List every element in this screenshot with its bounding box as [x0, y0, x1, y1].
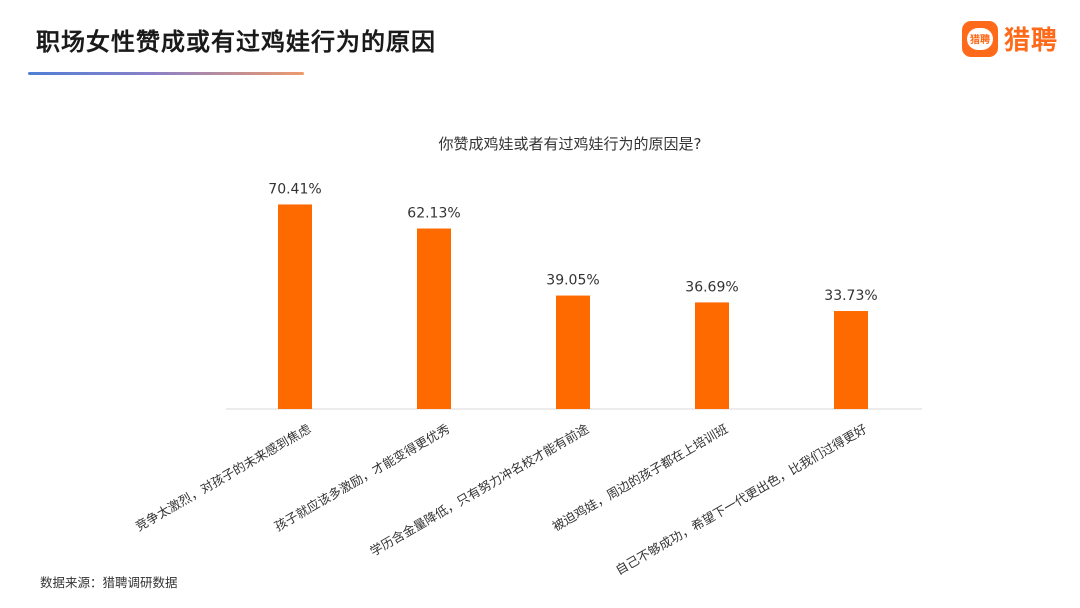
logo-icon-text: 猎聘 [966, 27, 993, 50]
data-label-1: 70.41% [268, 181, 321, 197]
brand-logo: 猎聘 猎聘 [961, 20, 1058, 57]
bar-5 [834, 311, 868, 409]
data-label-4: 36.69% [685, 279, 738, 295]
logo-icon: 猎聘 [961, 20, 998, 57]
logo-text: 猎聘 [1003, 26, 1058, 56]
bar-3 [556, 295, 590, 409]
category-label-5: 自己不够成功，希望下一代更出色，比我们过得更好 [613, 421, 869, 578]
bar-4 [695, 302, 729, 409]
bar-1 [278, 204, 312, 409]
title-underline [28, 72, 304, 75]
data-label-5: 33.73% [824, 288, 877, 304]
chart-title: 你赞成鸡娃或者有过鸡娃行为的原因是? [439, 135, 702, 153]
category-label-3: 学历含金量降低，只有努力冲名校才能有前途 [367, 421, 591, 559]
page-title: 职场女性赞成或有过鸡娃行为的原因 [36, 28, 436, 56]
bar-2 [417, 228, 451, 409]
data-label-3: 39.05% [546, 273, 599, 289]
data-label-2: 62.13% [407, 206, 460, 222]
source-note: 数据来源：猎聘调研数据 [40, 575, 178, 590]
